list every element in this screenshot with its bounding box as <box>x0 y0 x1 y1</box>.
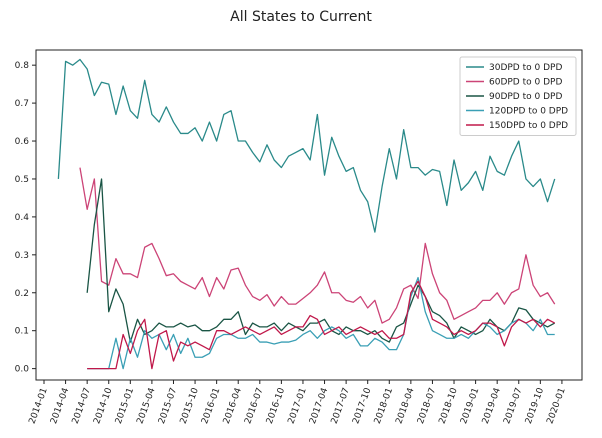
x-tick-label: 2015-07 <box>157 387 179 426</box>
y-tick-label: 0.6 <box>15 137 30 147</box>
x-tick-label: 2020-01 <box>545 387 567 426</box>
series-line-3 <box>86 178 556 343</box>
y-tick-label: 0.5 <box>15 175 29 185</box>
x-tick-label: 2018-10 <box>438 386 460 425</box>
y-tick-label: 0.1 <box>15 327 29 337</box>
x-tick-label: 2015-01 <box>114 387 136 426</box>
legend: 30DPD to 0 DPD 60DPD to 0 DPD 90DPD to 0 D… <box>459 56 577 136</box>
legend-box <box>459 56 577 136</box>
y-tick-label: 0.8 <box>15 61 30 71</box>
legend-label: 60DPD to 0 DPD <box>489 78 562 88</box>
series-line-1 <box>57 58 556 233</box>
x-tick-label: 2017-10 <box>351 386 373 425</box>
x-tick-label: 2014-01 <box>28 387 50 426</box>
x-tick-label: 2016-04 <box>222 386 244 425</box>
x-tick-label: 2018-04 <box>394 386 416 425</box>
x-tick-label: 2016-10 <box>265 386 287 425</box>
plot-frame <box>35 49 583 381</box>
x-tick-label: 2019-10 <box>524 386 546 425</box>
plot-area <box>35 49 583 381</box>
x-tick-label: 2014-04 <box>49 386 71 425</box>
series-line-2 <box>79 167 556 324</box>
y-tick-label: 0.0 <box>15 365 30 375</box>
x-tick-label: 2014-07 <box>71 387 93 426</box>
x-tick-label: 2016-01 <box>200 387 222 426</box>
x-tick-label: 2019-04 <box>481 386 503 425</box>
legend-label: 30DPD to 0 DPD <box>489 63 562 73</box>
x-tick-label: 2017-04 <box>308 386 330 425</box>
y-tick-label: 0.2 <box>15 289 29 299</box>
series-layer <box>57 58 556 370</box>
x-tick-label: 2017-01 <box>287 387 309 426</box>
y-tick-label: 0.7 <box>15 99 29 109</box>
legend-label: 90DPD to 0 DPD <box>489 92 562 102</box>
x-tick-label: 2019-07 <box>502 387 524 426</box>
x-tick-label: 2018-01 <box>373 387 395 426</box>
x-tick-label: 2015-10 <box>179 386 201 425</box>
x-tick-label: 2018-07 <box>416 387 438 426</box>
x-tick-label: 2017-07 <box>330 387 352 426</box>
y-tick-label: 0.3 <box>15 251 29 261</box>
x-tick-label: 2014-10 <box>92 386 114 425</box>
x-tick-label: 2015-04 <box>135 386 157 425</box>
x-tick-label: 2016-07 <box>243 387 265 426</box>
legend-label: 120DPD to 0 DPD <box>489 107 568 117</box>
legend-label: 150DPD to 0 DPD <box>489 121 568 131</box>
chart-title: All States to Current <box>230 9 372 25</box>
x-axis: 2014-01 2014-04 2014-07 2014-10 2015-01 2015-… <box>28 380 568 425</box>
y-tick-label: 0.4 <box>15 213 30 223</box>
series-line-5 <box>87 280 556 370</box>
y-axis: 0.0 0.1 0.2 0.3 0.4 0.5 0.6 0.7 0.8 <box>15 61 36 375</box>
x-tick-label: 2019-01 <box>459 387 481 426</box>
